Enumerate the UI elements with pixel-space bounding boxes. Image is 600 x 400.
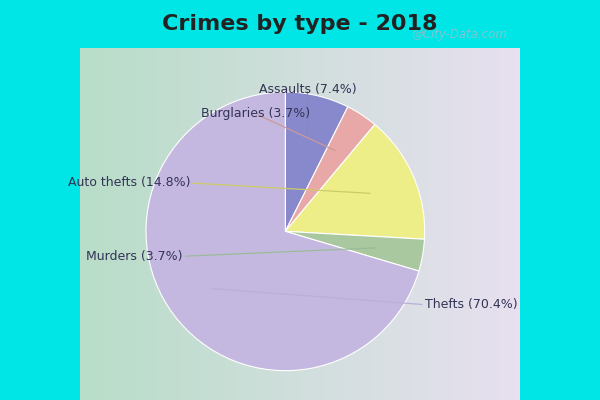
Text: Murders (3.7%): Murders (3.7%) <box>86 250 182 263</box>
Wedge shape <box>146 92 419 371</box>
Text: @City-Data.com: @City-Data.com <box>411 28 507 41</box>
Wedge shape <box>286 107 375 231</box>
Text: Assaults (7.4%): Assaults (7.4%) <box>259 82 356 96</box>
Text: Thefts (70.4%): Thefts (70.4%) <box>425 298 517 311</box>
Wedge shape <box>286 231 424 271</box>
Text: Crimes by type - 2018: Crimes by type - 2018 <box>162 14 438 34</box>
Wedge shape <box>286 92 348 231</box>
Text: Auto thefts (14.8%): Auto thefts (14.8%) <box>67 176 190 190</box>
Wedge shape <box>286 124 425 239</box>
Text: Burglaries (3.7%): Burglaries (3.7%) <box>202 108 311 120</box>
